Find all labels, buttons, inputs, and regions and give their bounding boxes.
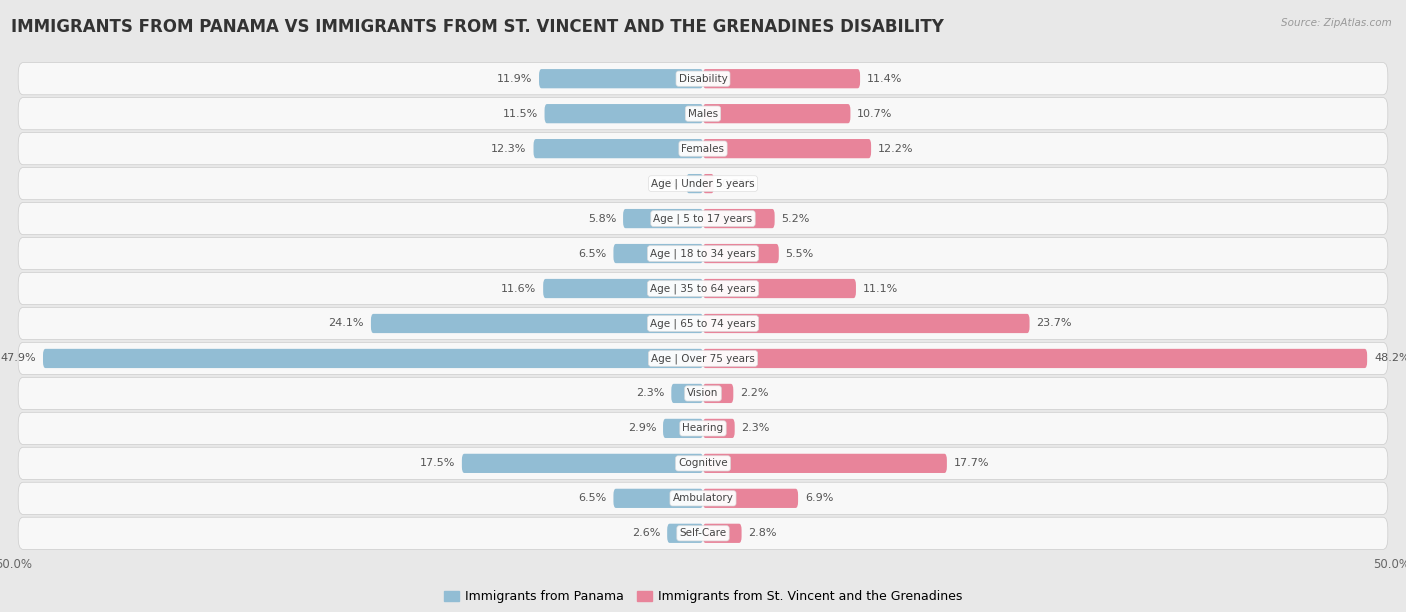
Text: 5.8%: 5.8% xyxy=(588,214,616,223)
Text: 2.2%: 2.2% xyxy=(740,389,769,398)
FancyBboxPatch shape xyxy=(18,342,1388,375)
FancyBboxPatch shape xyxy=(613,244,703,263)
Text: 2.6%: 2.6% xyxy=(631,528,661,539)
FancyBboxPatch shape xyxy=(703,139,872,159)
Text: Age | 65 to 74 years: Age | 65 to 74 years xyxy=(650,318,756,329)
FancyBboxPatch shape xyxy=(533,139,703,159)
FancyBboxPatch shape xyxy=(703,384,734,403)
FancyBboxPatch shape xyxy=(18,482,1388,515)
Text: 0.79%: 0.79% xyxy=(721,179,756,188)
Text: 2.8%: 2.8% xyxy=(748,528,778,539)
Text: 48.2%: 48.2% xyxy=(1374,354,1406,364)
Text: Source: ZipAtlas.com: Source: ZipAtlas.com xyxy=(1281,18,1392,28)
Text: 1.2%: 1.2% xyxy=(651,179,679,188)
FancyBboxPatch shape xyxy=(544,104,703,123)
FancyBboxPatch shape xyxy=(18,378,1388,409)
FancyBboxPatch shape xyxy=(703,174,714,193)
FancyBboxPatch shape xyxy=(703,489,799,508)
Text: 11.4%: 11.4% xyxy=(868,73,903,84)
FancyBboxPatch shape xyxy=(18,62,1388,95)
FancyBboxPatch shape xyxy=(703,244,779,263)
FancyBboxPatch shape xyxy=(703,209,775,228)
Text: 12.2%: 12.2% xyxy=(877,144,914,154)
Text: Disability: Disability xyxy=(679,73,727,84)
Text: 11.6%: 11.6% xyxy=(501,283,536,294)
FancyBboxPatch shape xyxy=(18,133,1388,165)
FancyBboxPatch shape xyxy=(703,69,860,88)
FancyBboxPatch shape xyxy=(18,272,1388,305)
Text: 17.5%: 17.5% xyxy=(419,458,456,468)
Text: 24.1%: 24.1% xyxy=(329,318,364,329)
FancyBboxPatch shape xyxy=(703,349,1367,368)
Text: 10.7%: 10.7% xyxy=(858,109,893,119)
Text: 2.9%: 2.9% xyxy=(627,424,657,433)
Text: Self-Care: Self-Care xyxy=(679,528,727,539)
Text: 23.7%: 23.7% xyxy=(1036,318,1071,329)
FancyBboxPatch shape xyxy=(44,349,703,368)
Text: Hearing: Hearing xyxy=(682,424,724,433)
Text: Age | Under 5 years: Age | Under 5 years xyxy=(651,178,755,189)
FancyBboxPatch shape xyxy=(703,524,741,543)
Text: 17.7%: 17.7% xyxy=(953,458,990,468)
Text: 47.9%: 47.9% xyxy=(0,354,37,364)
FancyBboxPatch shape xyxy=(461,453,703,473)
FancyBboxPatch shape xyxy=(18,237,1388,270)
FancyBboxPatch shape xyxy=(18,97,1388,130)
Text: Females: Females xyxy=(682,144,724,154)
FancyBboxPatch shape xyxy=(664,419,703,438)
FancyBboxPatch shape xyxy=(543,279,703,298)
Text: 2.3%: 2.3% xyxy=(636,389,665,398)
Text: Age | 18 to 34 years: Age | 18 to 34 years xyxy=(650,248,756,259)
FancyBboxPatch shape xyxy=(703,453,946,473)
FancyBboxPatch shape xyxy=(18,517,1388,550)
Text: 12.3%: 12.3% xyxy=(491,144,527,154)
Text: 5.2%: 5.2% xyxy=(782,214,810,223)
Text: Cognitive: Cognitive xyxy=(678,458,728,468)
FancyBboxPatch shape xyxy=(18,412,1388,444)
FancyBboxPatch shape xyxy=(18,203,1388,234)
Text: Ambulatory: Ambulatory xyxy=(672,493,734,503)
FancyBboxPatch shape xyxy=(371,314,703,333)
Text: IMMIGRANTS FROM PANAMA VS IMMIGRANTS FROM ST. VINCENT AND THE GRENADINES DISABIL: IMMIGRANTS FROM PANAMA VS IMMIGRANTS FRO… xyxy=(11,18,943,36)
FancyBboxPatch shape xyxy=(671,384,703,403)
Text: 2.3%: 2.3% xyxy=(741,424,770,433)
FancyBboxPatch shape xyxy=(18,307,1388,340)
Legend: Immigrants from Panama, Immigrants from St. Vincent and the Grenadines: Immigrants from Panama, Immigrants from … xyxy=(439,585,967,608)
Text: 11.5%: 11.5% xyxy=(502,109,537,119)
Text: Males: Males xyxy=(688,109,718,119)
Text: Age | 5 to 17 years: Age | 5 to 17 years xyxy=(654,214,752,224)
Text: 6.5%: 6.5% xyxy=(578,248,606,258)
Text: 11.1%: 11.1% xyxy=(863,283,898,294)
FancyBboxPatch shape xyxy=(18,168,1388,200)
FancyBboxPatch shape xyxy=(703,419,735,438)
Text: Vision: Vision xyxy=(688,389,718,398)
FancyBboxPatch shape xyxy=(18,447,1388,479)
Text: 5.5%: 5.5% xyxy=(786,248,814,258)
FancyBboxPatch shape xyxy=(703,104,851,123)
FancyBboxPatch shape xyxy=(703,314,1029,333)
FancyBboxPatch shape xyxy=(703,279,856,298)
Text: 6.5%: 6.5% xyxy=(578,493,606,503)
FancyBboxPatch shape xyxy=(613,489,703,508)
FancyBboxPatch shape xyxy=(668,524,703,543)
Text: Age | 35 to 64 years: Age | 35 to 64 years xyxy=(650,283,756,294)
Text: 11.9%: 11.9% xyxy=(496,73,531,84)
FancyBboxPatch shape xyxy=(538,69,703,88)
FancyBboxPatch shape xyxy=(623,209,703,228)
Text: 6.9%: 6.9% xyxy=(806,493,834,503)
Text: Age | Over 75 years: Age | Over 75 years xyxy=(651,353,755,364)
FancyBboxPatch shape xyxy=(686,174,703,193)
